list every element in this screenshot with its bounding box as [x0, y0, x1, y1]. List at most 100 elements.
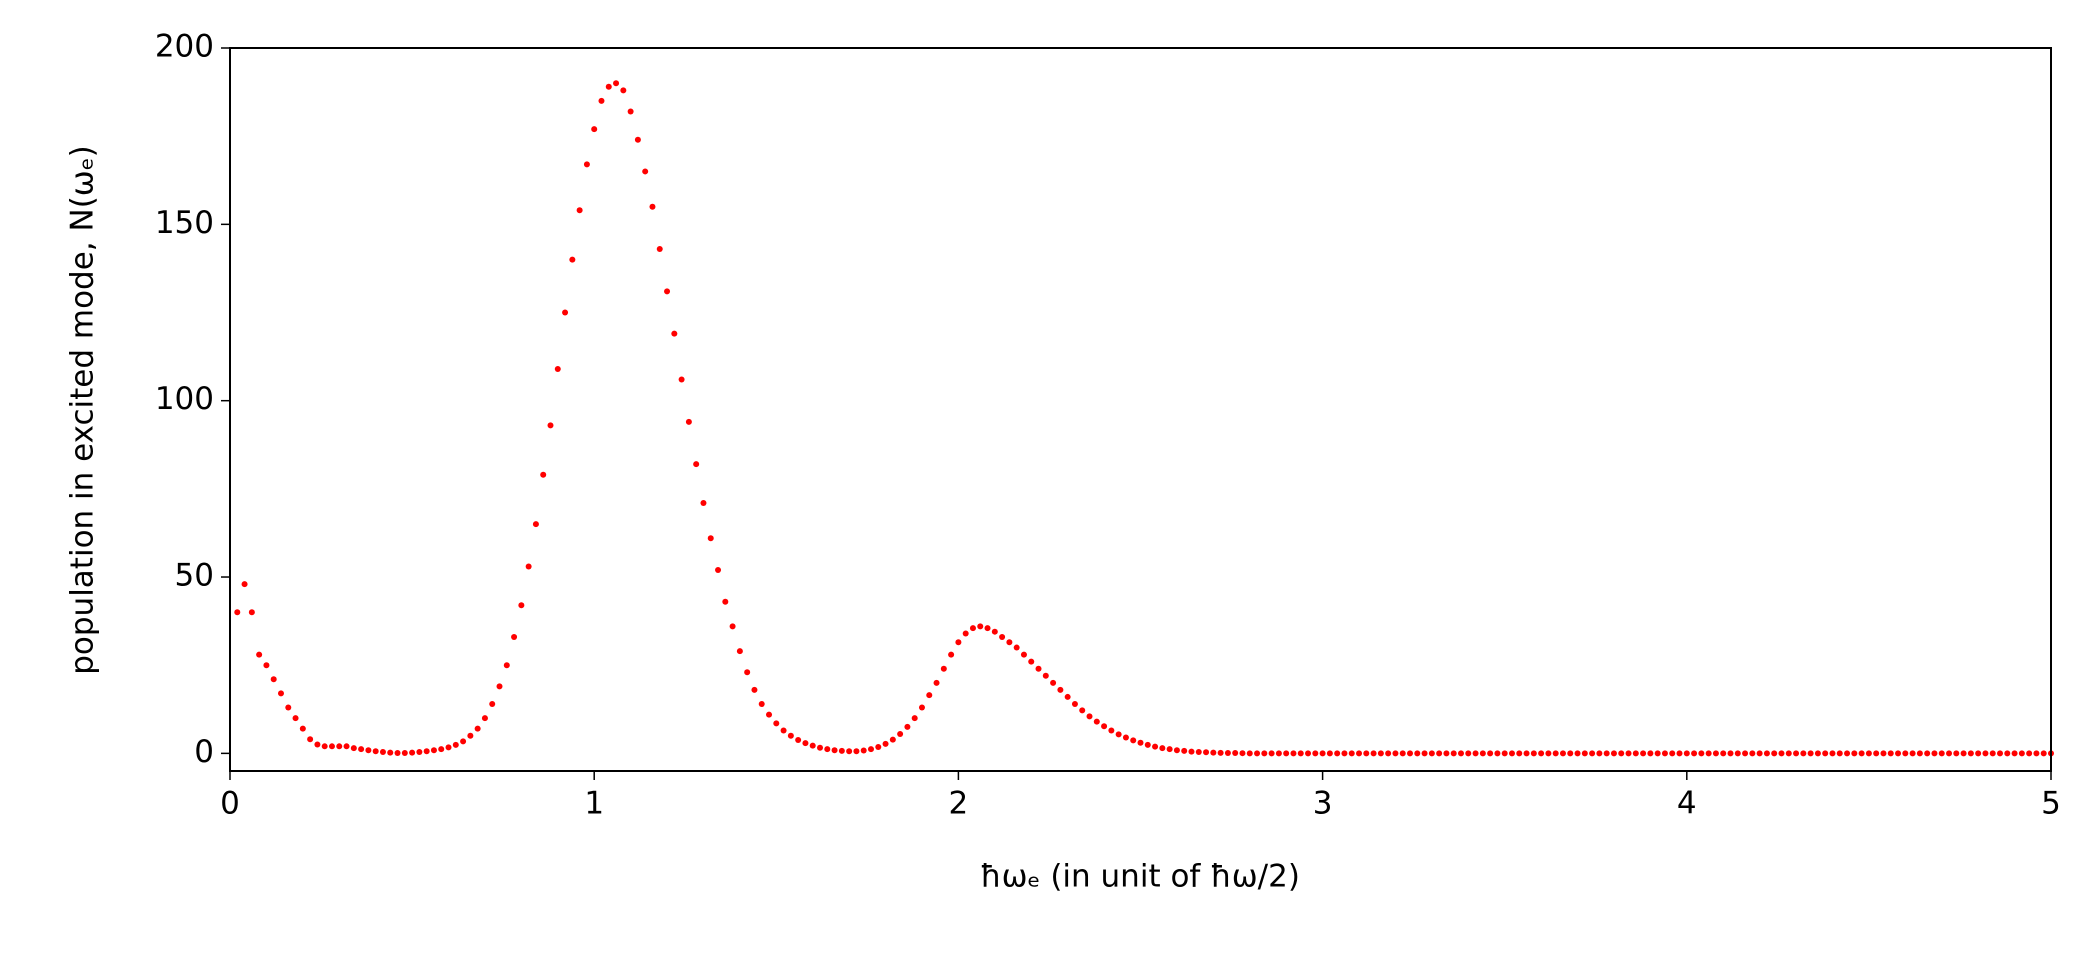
data-point [350, 745, 357, 752]
x-tick-label: 0 [220, 786, 240, 822]
data-point [277, 690, 284, 697]
data-point [999, 633, 1006, 640]
data-point [1166, 746, 1173, 753]
data-point [1363, 750, 1370, 757]
data-point [758, 700, 765, 707]
data-point [780, 727, 787, 734]
data-point [1370, 750, 1377, 757]
data-point [1793, 750, 1800, 757]
data-point [1101, 723, 1108, 730]
data-point [736, 648, 743, 655]
data-point [1567, 750, 1574, 757]
data-point [860, 747, 867, 754]
data-point [656, 246, 663, 253]
data-point [1545, 750, 1552, 757]
data-point [1457, 750, 1464, 757]
data-point [1610, 750, 1617, 757]
data-point [685, 418, 692, 425]
data-point [1589, 750, 1596, 757]
data-point [1057, 686, 1064, 693]
data-point [307, 736, 314, 743]
data-point [263, 662, 270, 669]
data-point [292, 715, 299, 722]
data-point [1275, 750, 1282, 757]
data-point [1807, 750, 1814, 757]
x-tick-label: 2 [949, 786, 969, 822]
data-point [460, 738, 467, 745]
data-point [1661, 750, 1668, 757]
data-point [729, 623, 736, 630]
plot-frame [229, 47, 2052, 772]
data-point [1895, 750, 1902, 757]
data-point [234, 609, 241, 616]
data-point [416, 748, 423, 755]
data-point [1130, 737, 1137, 744]
data-point [1742, 750, 1749, 757]
data-point [1494, 750, 1501, 757]
data-point [700, 499, 707, 506]
data-point [867, 746, 874, 753]
data-point [2033, 750, 2040, 757]
data-point [1880, 750, 1887, 757]
data-point [299, 725, 306, 732]
data-point [744, 669, 751, 676]
data-point [977, 623, 984, 630]
data-point [547, 422, 554, 429]
data-point [1734, 750, 1741, 757]
data-point [1268, 750, 1275, 757]
data-point [525, 563, 532, 570]
data-point [838, 747, 845, 754]
data-point [1224, 750, 1231, 757]
data-point [562, 309, 569, 316]
data-point [1020, 651, 1027, 658]
data-point [1581, 750, 1588, 757]
data-point [1902, 750, 1909, 757]
data-point [1836, 750, 1843, 757]
data-point [707, 535, 714, 542]
data-point [795, 736, 802, 743]
data-point [1414, 750, 1421, 757]
data-point [2026, 750, 2033, 757]
data-point [1756, 750, 1763, 757]
data-point [962, 630, 969, 637]
data-point [1290, 750, 1297, 757]
data-point [489, 700, 496, 707]
data-point [1042, 672, 1049, 679]
data-point [1254, 750, 1261, 757]
data-point [809, 742, 816, 749]
data-point [1210, 749, 1217, 756]
data-point [1093, 718, 1100, 725]
data-point [1676, 750, 1683, 757]
data-point [1035, 665, 1042, 672]
data-point [1341, 750, 1348, 757]
data-point [285, 704, 292, 711]
data-point [1144, 741, 1151, 748]
data-point [1115, 731, 1122, 738]
data-point [1647, 750, 1654, 757]
x-tick-label: 3 [1313, 786, 1333, 822]
data-point [365, 747, 372, 754]
y-axis-label: population in excited mode, N(ωₑ) [65, 145, 101, 675]
data-point [1669, 750, 1676, 757]
data-point [751, 686, 758, 693]
data-point [1312, 750, 1319, 757]
data-point [1006, 639, 1013, 646]
data-point [372, 748, 379, 755]
data-point [817, 744, 824, 751]
data-point [1508, 750, 1515, 757]
data-point [401, 750, 408, 757]
data-point [438, 746, 445, 753]
data-point [1865, 750, 1872, 757]
x-tick-label: 1 [584, 786, 604, 822]
data-point [1487, 750, 1494, 757]
data-point [940, 665, 947, 672]
data-point [554, 365, 561, 372]
data-point [649, 203, 656, 210]
data-point [1326, 750, 1333, 757]
data-point [1552, 750, 1559, 757]
data-point [642, 168, 649, 175]
data-point [2040, 750, 2047, 757]
data-point [1079, 707, 1086, 714]
data-point [511, 633, 518, 640]
